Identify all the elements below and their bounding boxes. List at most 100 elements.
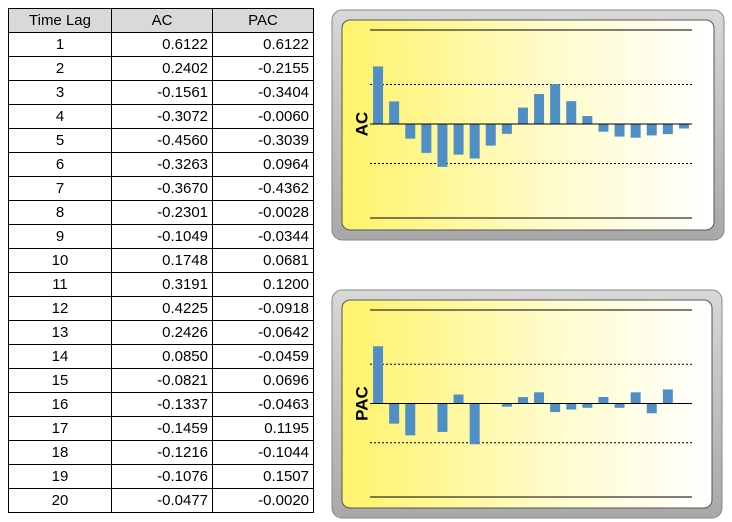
bar: [534, 94, 545, 124]
bar: [662, 389, 673, 404]
bar: [453, 394, 464, 404]
table-cell: -0.0642: [212, 320, 314, 345]
table-row: 4 -0.3072 -0.0060: [8, 104, 314, 129]
table-cell: -0.2155: [212, 56, 314, 81]
table-cell: -0.3072: [111, 104, 213, 129]
table-cell: 0.3191: [111, 272, 213, 297]
table-cell: 20: [8, 488, 112, 513]
table-cell: -0.1216: [111, 440, 213, 465]
table-cell: 15: [8, 368, 112, 393]
table-cell: 5: [8, 128, 112, 153]
table-row: 13 0.2426 -0.0642: [8, 320, 314, 345]
table-cell: -0.0020: [212, 488, 314, 513]
bar: [598, 396, 609, 404]
bar: [630, 124, 641, 138]
table-cell: 6: [8, 152, 112, 177]
table-cell: -0.1044: [212, 440, 314, 465]
table-cell: -0.1337: [111, 392, 213, 417]
bar: [437, 403, 448, 432]
bar: [662, 124, 673, 135]
bar: [389, 403, 400, 424]
table-cell: -0.1459: [111, 416, 213, 441]
table-cell: 0.1748: [111, 248, 213, 273]
data-table: Time Lag AC PAC 1 0.6122 0.6122 2 0.2402 -0.2155…: [8, 8, 314, 513]
table-cell: 0.2426: [111, 320, 213, 345]
table-row: 17 -0.1459 0.1195: [8, 416, 314, 441]
table-cell: 1: [8, 32, 112, 57]
bar: [389, 101, 400, 124]
table-cell: -0.1561: [111, 80, 213, 105]
bar: [421, 124, 432, 153]
table-row: 6 -0.3263 0.0964: [8, 152, 314, 177]
bar: [405, 403, 416, 436]
table-cell: 0.1200: [212, 272, 314, 297]
bar: [646, 124, 657, 136]
table-row: 18 -0.1216 -0.1044: [8, 440, 314, 465]
bar: [614, 124, 625, 137]
table-row: 8 -0.2301 -0.0028: [8, 200, 314, 225]
table-cell: 13: [8, 320, 112, 345]
table-cell: -0.1049: [111, 224, 213, 249]
table-cell: -0.3039: [212, 128, 314, 153]
table-cell: 17: [8, 416, 112, 441]
column-header: Time Lag: [8, 8, 112, 33]
y-axis-label: PAC: [352, 386, 371, 421]
table-cell: 0.2402: [111, 56, 213, 81]
bar: [566, 403, 577, 410]
table-cell: -0.0060: [212, 104, 314, 129]
table-row: 5 -0.4560 -0.3039: [8, 128, 314, 153]
table-cell: 0.6122: [212, 32, 314, 57]
bar: [598, 124, 609, 132]
bar: [646, 403, 657, 414]
bar: [501, 124, 512, 134]
bar: [453, 124, 464, 155]
bar: [630, 392, 641, 404]
bar: [517, 107, 528, 124]
table-cell: -0.0344: [212, 224, 314, 249]
table-cell: 2: [8, 56, 112, 81]
bar: [469, 124, 480, 159]
bar: [566, 101, 577, 124]
header-row: Time Lag AC PAC: [8, 8, 314, 33]
table-row: 20 -0.0477 -0.0020: [8, 488, 314, 513]
bar: [614, 403, 625, 408]
y-axis-label: AC: [352, 112, 371, 137]
table-cell: 9: [8, 224, 112, 249]
table-row: 16 -0.1337 -0.0463: [8, 392, 314, 417]
table-cell: 16: [8, 392, 112, 417]
bar: [534, 392, 545, 404]
bar: [373, 346, 384, 404]
table-cell: 18: [8, 440, 112, 465]
table-cell: -0.2301: [111, 200, 213, 225]
table-row: 1 0.6122 0.6122: [8, 32, 314, 57]
table-cell: 7: [8, 176, 112, 201]
bar: [437, 124, 448, 167]
bar: [405, 124, 416, 139]
bar: [517, 397, 528, 404]
table-row: 14 0.0850 -0.0459: [8, 344, 314, 369]
bar: [373, 66, 384, 124]
table-cell: -0.0028: [212, 200, 314, 225]
table-cell: -0.3404: [212, 80, 314, 105]
table-cell: 0.1507: [212, 464, 314, 489]
table-row: 9 -0.1049 -0.0344: [8, 224, 314, 249]
bar: [550, 403, 561, 413]
bar: [485, 124, 496, 146]
bar: [469, 403, 480, 445]
table-row: 3 -0.1561 -0.3404: [8, 80, 314, 105]
table-row: 2 0.2402 -0.2155: [8, 56, 314, 81]
table-cell: 8: [8, 200, 112, 225]
table-cell: -0.0477: [111, 488, 213, 513]
table-cell: 19: [8, 464, 112, 489]
plot-panel: [341, 19, 715, 231]
table-cell: -0.4560: [111, 128, 213, 153]
bar: [678, 124, 689, 129]
bar: [582, 116, 593, 124]
bar: [550, 84, 561, 124]
table-cell: -0.0459: [212, 344, 314, 369]
table-cell: 0.0964: [212, 152, 314, 177]
bar: [501, 403, 512, 407]
bar: [582, 403, 593, 408]
